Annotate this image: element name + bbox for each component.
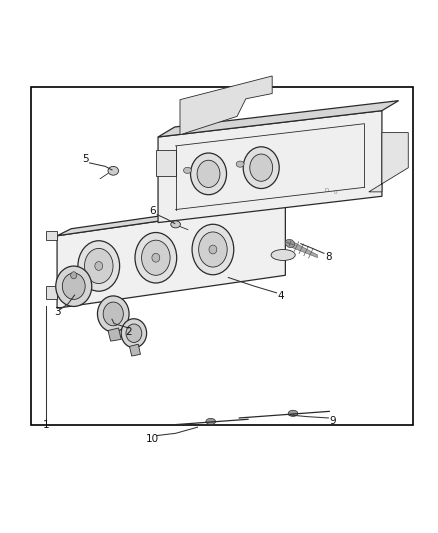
Ellipse shape — [108, 166, 118, 175]
Ellipse shape — [183, 167, 191, 173]
Ellipse shape — [97, 296, 129, 332]
Ellipse shape — [84, 248, 113, 284]
Text: 6: 6 — [149, 206, 156, 216]
Ellipse shape — [56, 266, 92, 306]
Polygon shape — [129, 344, 140, 356]
Polygon shape — [180, 76, 272, 135]
Polygon shape — [368, 133, 407, 192]
Ellipse shape — [208, 245, 216, 254]
Ellipse shape — [192, 224, 233, 274]
Text: 4: 4 — [277, 292, 284, 301]
Polygon shape — [46, 286, 57, 300]
Ellipse shape — [121, 319, 146, 348]
Ellipse shape — [141, 240, 170, 276]
Polygon shape — [46, 231, 57, 240]
Ellipse shape — [103, 302, 123, 326]
Ellipse shape — [243, 147, 279, 189]
Ellipse shape — [249, 154, 272, 181]
Text: 0: 0 — [333, 190, 336, 195]
Polygon shape — [158, 111, 381, 223]
Ellipse shape — [170, 221, 180, 228]
Ellipse shape — [71, 272, 77, 279]
Ellipse shape — [285, 239, 294, 248]
Ellipse shape — [236, 161, 244, 167]
Text: D: D — [324, 188, 328, 193]
Text: 3: 3 — [53, 307, 60, 317]
Ellipse shape — [126, 324, 141, 342]
Ellipse shape — [205, 418, 215, 425]
Polygon shape — [291, 241, 317, 257]
Text: 5: 5 — [82, 155, 89, 164]
Polygon shape — [158, 101, 398, 137]
Bar — [31, 86, 412, 425]
Ellipse shape — [78, 241, 119, 291]
Ellipse shape — [271, 249, 294, 261]
Ellipse shape — [190, 153, 226, 195]
Ellipse shape — [135, 232, 176, 283]
Text: 9: 9 — [328, 416, 336, 426]
Ellipse shape — [287, 410, 297, 416]
Text: 8: 8 — [324, 252, 331, 262]
Text: 10: 10 — [146, 433, 159, 443]
Text: 2: 2 — [125, 327, 132, 337]
Polygon shape — [155, 150, 175, 175]
Polygon shape — [57, 203, 285, 308]
Ellipse shape — [152, 253, 159, 262]
Ellipse shape — [197, 160, 219, 188]
Polygon shape — [285, 192, 297, 207]
Ellipse shape — [62, 273, 85, 300]
Ellipse shape — [95, 262, 102, 270]
Ellipse shape — [198, 232, 227, 267]
Text: 1: 1 — [42, 421, 49, 431]
Polygon shape — [57, 196, 299, 236]
Polygon shape — [108, 328, 121, 341]
